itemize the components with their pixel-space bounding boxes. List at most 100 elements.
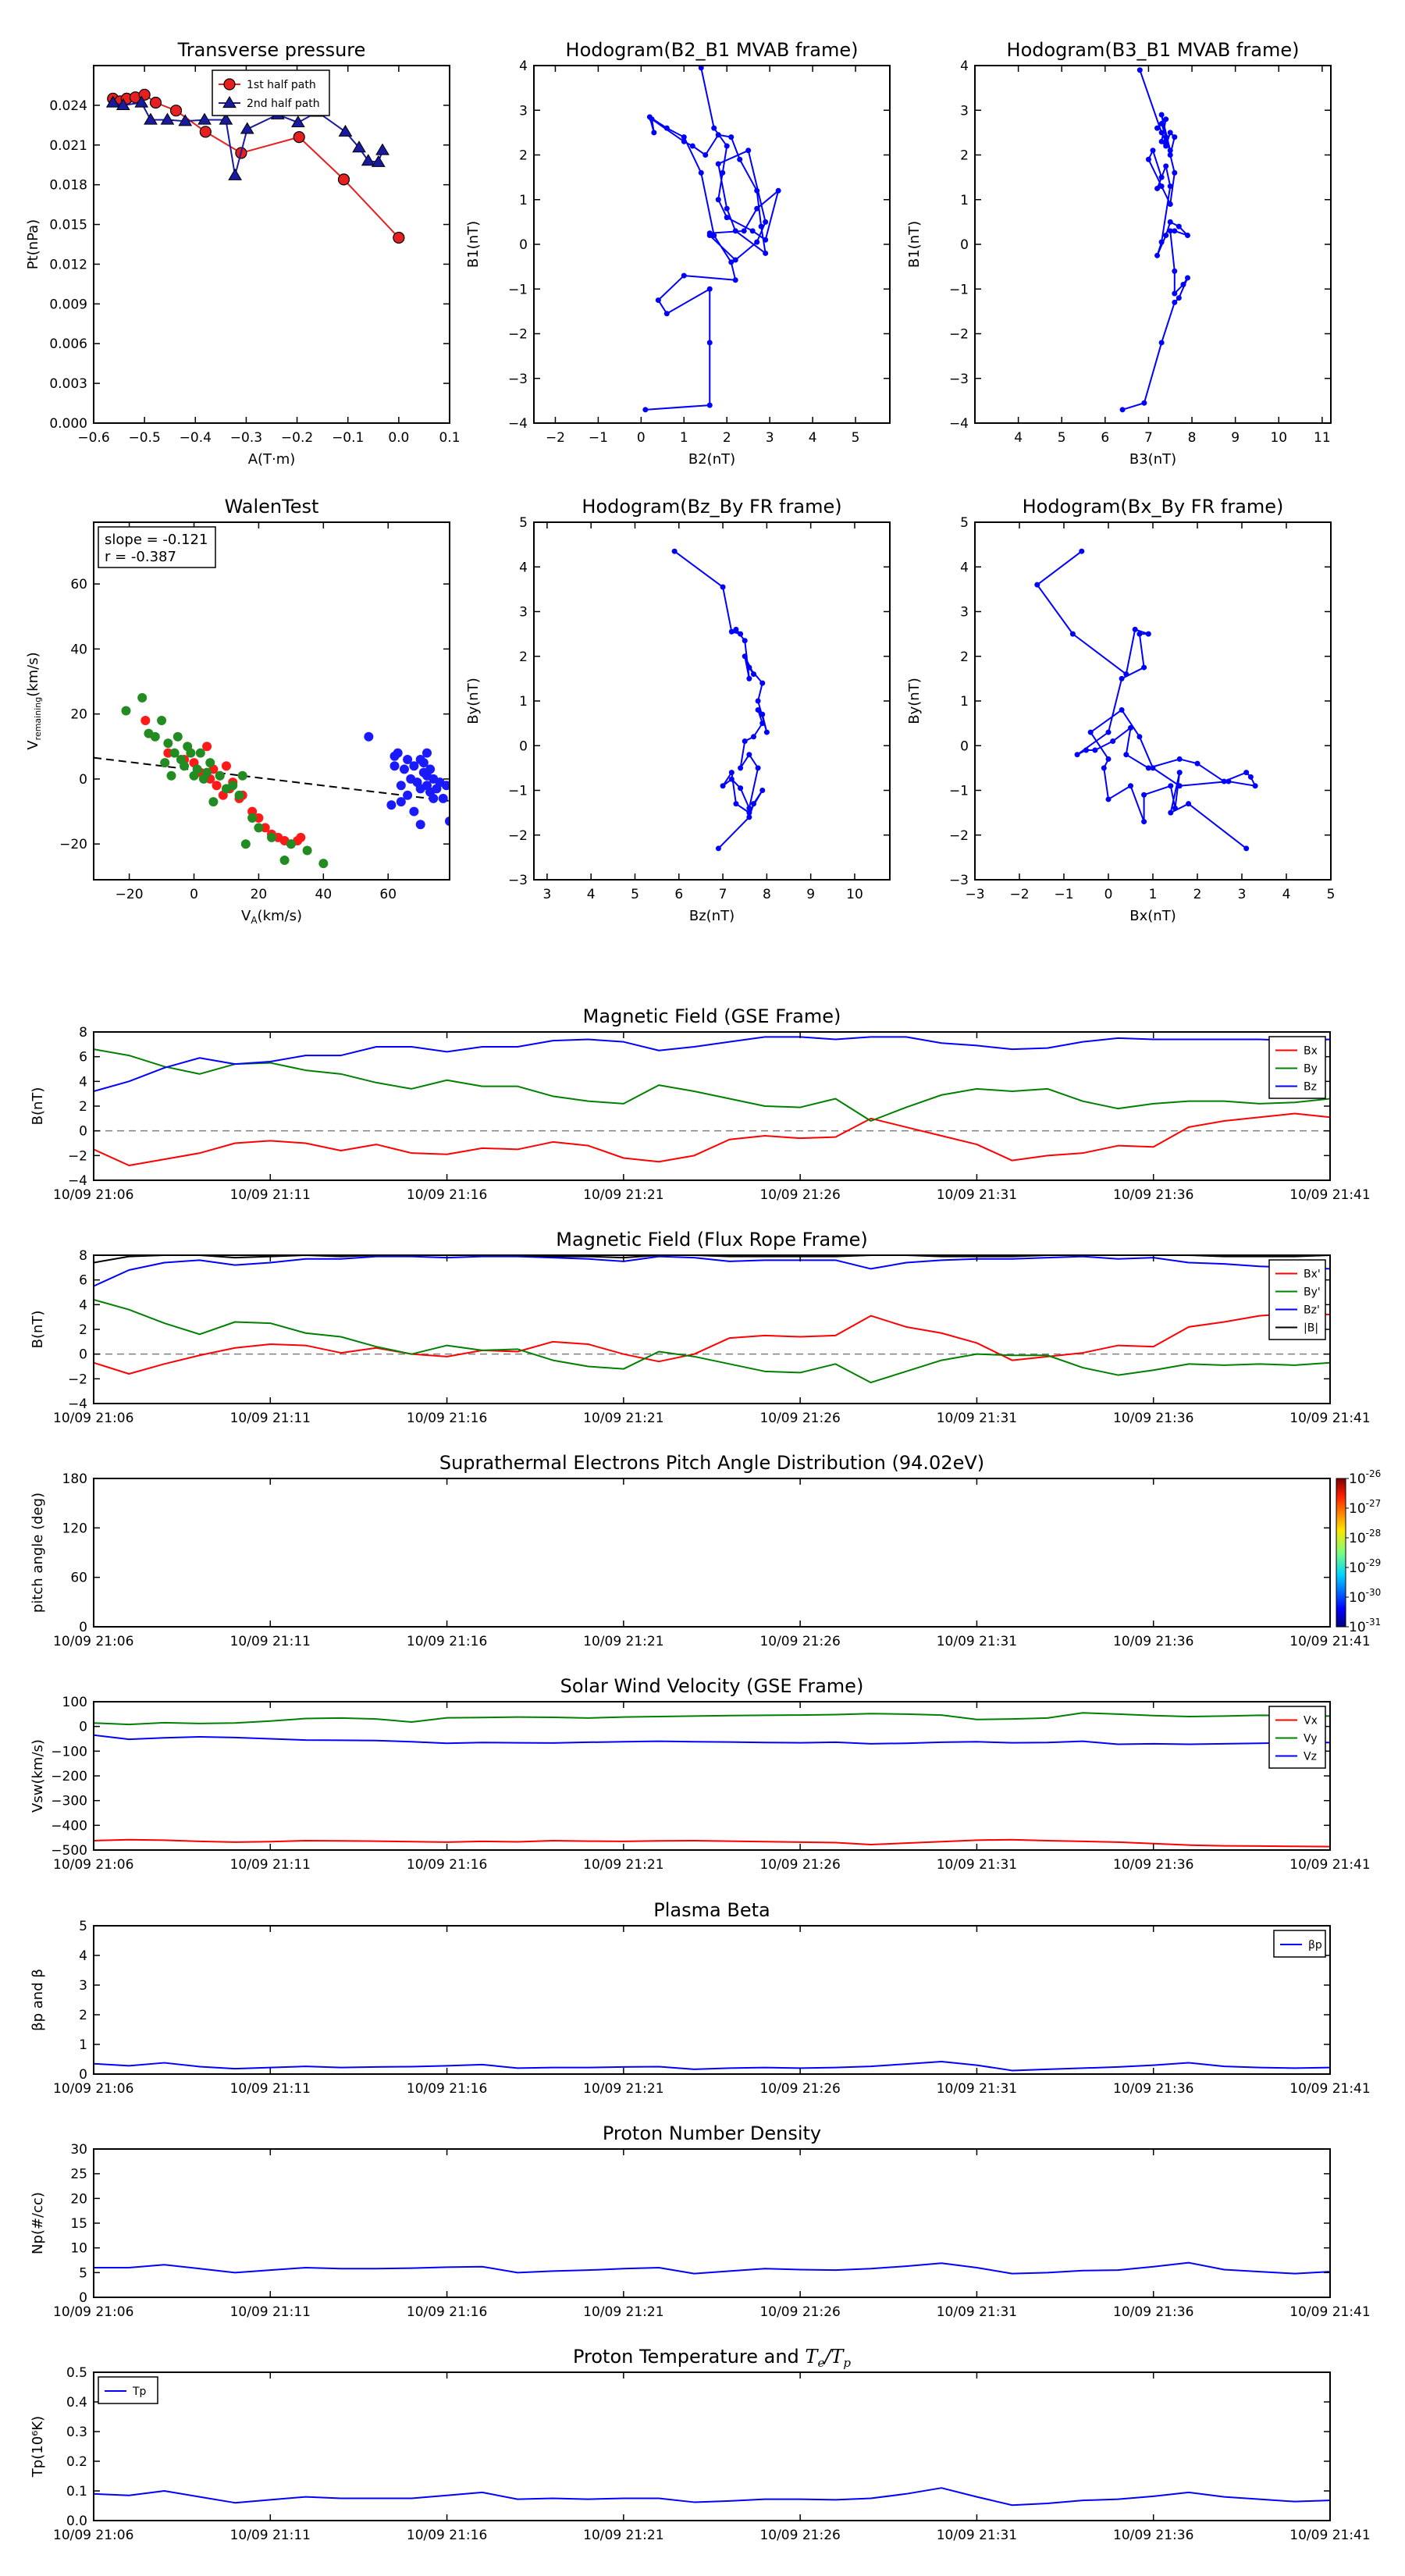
x-tick-label: 4	[587, 887, 596, 902]
data-point	[724, 205, 730, 212]
data-point	[742, 653, 748, 660]
y-tick-label: 5	[79, 1919, 87, 1934]
data-point	[745, 148, 752, 154]
y-tick-label: 6	[79, 1273, 87, 1289]
data-point	[742, 738, 748, 745]
x-tick-label: 10/09 21:36	[1113, 2304, 1193, 2320]
y-tick-label: 1	[519, 694, 528, 710]
data-point	[1168, 783, 1174, 789]
data-point	[706, 340, 713, 346]
data-point	[724, 215, 730, 221]
y-tick-label: −2	[68, 1148, 87, 1164]
data-point	[1184, 233, 1190, 239]
scatter-point	[286, 839, 296, 849]
y-tick-label: −1	[949, 784, 969, 799]
legend-label: βp	[1308, 1939, 1322, 1952]
axes-frame	[93, 1925, 1331, 2075]
y-tick-label: −2	[949, 327, 969, 343]
data-point	[1243, 770, 1250, 776]
colorbar-label: 10-26	[1349, 1468, 1381, 1487]
y-tick-label: 0	[79, 1124, 87, 1140]
x-tick-label: 6	[1101, 430, 1109, 446]
y-tick-label: −20	[59, 837, 87, 852]
y-tick-label: 0.4	[66, 2395, 87, 2411]
series-line	[112, 94, 400, 239]
data-layer	[105, 88, 405, 244]
data-point	[741, 228, 747, 234]
y-tick-label: 4	[79, 1074, 87, 1090]
colorbar-base: 10	[1349, 1501, 1366, 1517]
scatter-point	[240, 839, 251, 849]
x-tick-label: 10/09 21:31	[937, 1857, 1017, 1873]
y-tick-label: 5	[960, 515, 969, 531]
scatter-point	[409, 806, 419, 817]
y-tick-label: 0.006	[49, 336, 87, 352]
y-tick-label: 0	[960, 738, 969, 754]
x-tick-label: 10/09 21:31	[937, 1411, 1017, 1426]
y-tick-label: 2	[79, 1322, 87, 1338]
data-point	[1176, 295, 1182, 301]
data-point	[706, 402, 713, 408]
data-layer	[671, 548, 770, 852]
y-tick-label: 0	[79, 1347, 87, 1363]
x-tick-label: 10/09 21:21	[583, 1187, 663, 1203]
pitch-angle-chart: Suprathermal Electrons Pitch Angle Distr…	[30, 1452, 1381, 1649]
x-tick-label: 10/09 21:06	[53, 1187, 133, 1203]
y-tick-label: 3	[960, 605, 969, 621]
y-tick-label: 10	[70, 2241, 87, 2257]
x-axis-label: VA(km/s)	[241, 908, 302, 926]
x-tick-label: 10/09 21:36	[1113, 2528, 1193, 2543]
y-tick-label: 0	[519, 237, 528, 253]
axes-frame	[93, 1478, 1331, 1628]
scatter-point	[180, 761, 190, 771]
y-tick-label: 2	[79, 2008, 87, 2023]
data-point	[219, 112, 233, 125]
x-tick-label: 3	[1238, 887, 1247, 902]
y-tick-label: −1	[508, 784, 528, 799]
scatter-point	[318, 859, 329, 869]
y-tick-label: 180	[62, 1471, 87, 1487]
data-layer	[642, 66, 781, 413]
chart-title: Suprathermal Electrons Pitch Angle Distr…	[439, 1452, 984, 1474]
data-point	[728, 628, 735, 635]
scatter-point	[228, 781, 238, 791]
legend-box	[212, 69, 330, 116]
legend-label: Bx	[1304, 1045, 1318, 1058]
scatter-point	[247, 813, 258, 823]
legend-label: By'	[1304, 1286, 1321, 1299]
data-point	[1163, 134, 1169, 141]
x-tick-label: 0	[190, 887, 198, 902]
y-tick-label: 0.015	[49, 218, 87, 233]
colorbar-base: 10	[1349, 1560, 1366, 1576]
y-tick-label: −3	[949, 372, 969, 387]
y-tick-label: 1	[519, 193, 528, 208]
y-tick-label: −3	[508, 372, 528, 387]
data-point	[1172, 290, 1178, 297]
data-point	[338, 124, 353, 137]
data-point	[1172, 134, 1178, 141]
data-point	[1119, 407, 1126, 413]
data-point	[1172, 268, 1178, 274]
data-point	[711, 233, 717, 239]
x-tick-label: −3	[965, 887, 984, 902]
chart-title: Transverse pressure	[177, 39, 366, 61]
series-line	[94, 1036, 1330, 1092]
data-point	[671, 548, 678, 554]
y-tick-label: 8	[79, 1025, 87, 1041]
data-point	[724, 143, 730, 149]
scatter-point	[399, 764, 409, 774]
x-tick-label: 10/09 21:06	[53, 1411, 133, 1426]
y-tick-label: 2	[519, 148, 528, 164]
data-point	[749, 228, 756, 234]
transverse-pressure-chart: Transverse pressure −0.6 −0.5 −0.4 −0.3 −0.2 −…	[25, 39, 461, 468]
scatter-point	[279, 856, 290, 866]
x-tick-label: 8	[763, 887, 771, 902]
data-point	[1034, 582, 1040, 588]
x-tick-label: 10/09 21:31	[937, 2304, 1017, 2320]
scatter-point	[205, 758, 215, 768]
label-part: A	[251, 915, 258, 926]
y-tick-label: 3	[79, 1978, 87, 1994]
y-tick-label: 40	[70, 642, 87, 657]
scatter-point	[192, 764, 202, 774]
y-tick-label: 0.003	[49, 376, 87, 392]
